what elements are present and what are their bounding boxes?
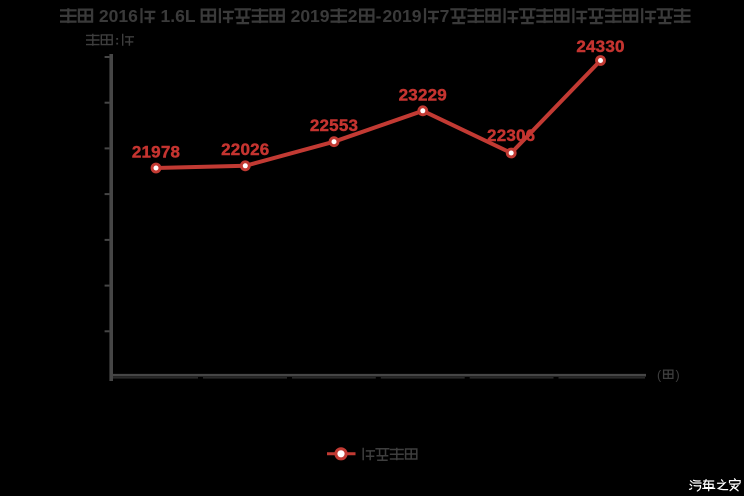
svg-text::: : xyxy=(115,33,119,48)
svg-text:): ) xyxy=(676,369,680,383)
svg-text:22553: 22553 xyxy=(310,116,358,135)
svg-text:23229: 23229 xyxy=(399,86,447,105)
svg-text:2: 2 xyxy=(348,6,358,26)
svg-text:24330: 24330 xyxy=(576,37,624,56)
svg-text:22306: 22306 xyxy=(487,126,535,145)
svg-text:-: - xyxy=(376,6,382,26)
svg-text:7: 7 xyxy=(440,6,450,26)
svg-text:2016: 2016 xyxy=(99,6,138,26)
svg-text:2019: 2019 xyxy=(383,6,422,26)
svg-text:21978: 21978 xyxy=(132,142,180,161)
svg-text:2019: 2019 xyxy=(291,6,330,26)
svg-text:1.6L: 1.6L xyxy=(161,6,196,26)
svg-text:(: ( xyxy=(657,369,662,383)
svg-text:22026: 22026 xyxy=(221,140,269,159)
